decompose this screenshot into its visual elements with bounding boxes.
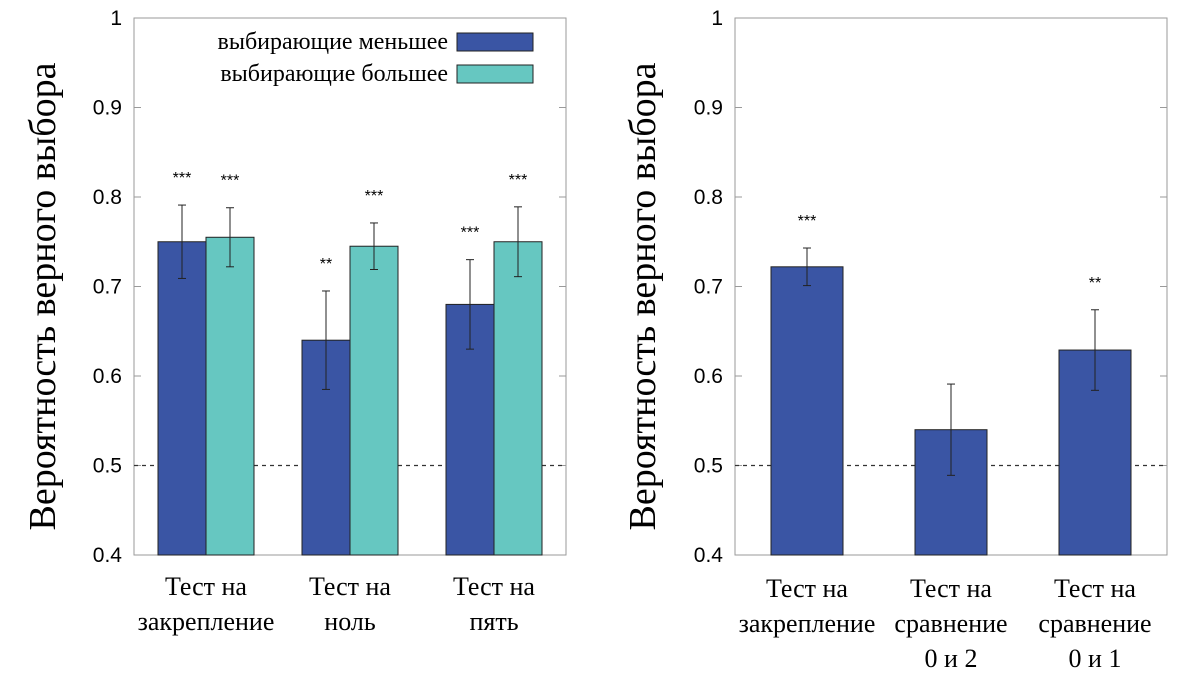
y-tick-label: 0.5 bbox=[93, 455, 122, 478]
chart-panel-2: 0.4 0.5 0.6 0.7 0.8 0.9 1 Вероятность верного в… bbox=[622, 7, 1168, 673]
category-label: сравнение bbox=[1038, 609, 1151, 638]
y-tick-label: 0.5 bbox=[694, 455, 723, 478]
y-tick-label: 0.8 bbox=[93, 186, 122, 209]
bar bbox=[349, 245, 399, 556]
y-tick-label: 1 bbox=[711, 7, 723, 30]
significance-label: ** bbox=[320, 256, 332, 273]
y-tick-label: 0.4 bbox=[694, 544, 724, 567]
category-label: закрепление bbox=[739, 609, 876, 638]
category-label: 0 и 2 bbox=[925, 644, 978, 673]
bar bbox=[205, 236, 255, 556]
category-label: сравнение bbox=[894, 609, 1007, 638]
category-label: ноль bbox=[324, 607, 376, 636]
significance-label: ** bbox=[1089, 275, 1101, 292]
legend-swatch bbox=[456, 32, 534, 52]
category-label: Тест на bbox=[453, 572, 535, 601]
legend-label: выбирающие меньшее bbox=[218, 29, 448, 55]
significance-label: *** bbox=[461, 225, 480, 242]
y-axis-label: Вероятность верного выбора bbox=[622, 62, 664, 530]
legend: выбирающие меньшее выбирающие большее bbox=[218, 29, 534, 87]
y-tick-label: 0.7 bbox=[694, 276, 723, 299]
legend-swatch bbox=[456, 64, 534, 84]
significance-label: *** bbox=[798, 213, 817, 230]
category-label: 0 и 1 bbox=[1069, 644, 1122, 673]
category-label: Тест на bbox=[766, 574, 848, 603]
bar bbox=[770, 266, 844, 556]
category-label: Тест на bbox=[1054, 574, 1136, 603]
category-label: Тест на bbox=[910, 574, 992, 603]
bar bbox=[157, 241, 207, 556]
category-label: пять bbox=[469, 607, 518, 636]
category-label: закрепление bbox=[138, 607, 275, 636]
y-tick-label: 1 bbox=[110, 7, 122, 30]
y-tick-label: 0.6 bbox=[694, 365, 723, 388]
y-tick-label: 0.4 bbox=[93, 544, 123, 567]
significance-label: *** bbox=[509, 172, 528, 189]
significance-label: *** bbox=[221, 173, 240, 190]
y-tick-label: 0.6 bbox=[93, 365, 122, 388]
y-axis-label: Вероятность верного выбора bbox=[22, 62, 64, 530]
category-label: Тест на bbox=[309, 572, 391, 601]
chart-panel-1: 0.4 0.5 0.6 0.7 0.8 0.9 1 Вероятность верного в… bbox=[22, 7, 567, 636]
bar bbox=[493, 241, 543, 556]
y-tick-label: 0.8 bbox=[694, 186, 723, 209]
significance-label: *** bbox=[173, 170, 192, 187]
y-tick-label: 0.7 bbox=[93, 276, 122, 299]
significance-label: *** bbox=[365, 188, 384, 205]
y-tick-label: 0.9 bbox=[93, 97, 122, 120]
y-tick-label: 0.9 bbox=[694, 97, 723, 120]
legend-label: выбирающие большее bbox=[220, 61, 448, 87]
category-label: Тест на bbox=[165, 572, 247, 601]
